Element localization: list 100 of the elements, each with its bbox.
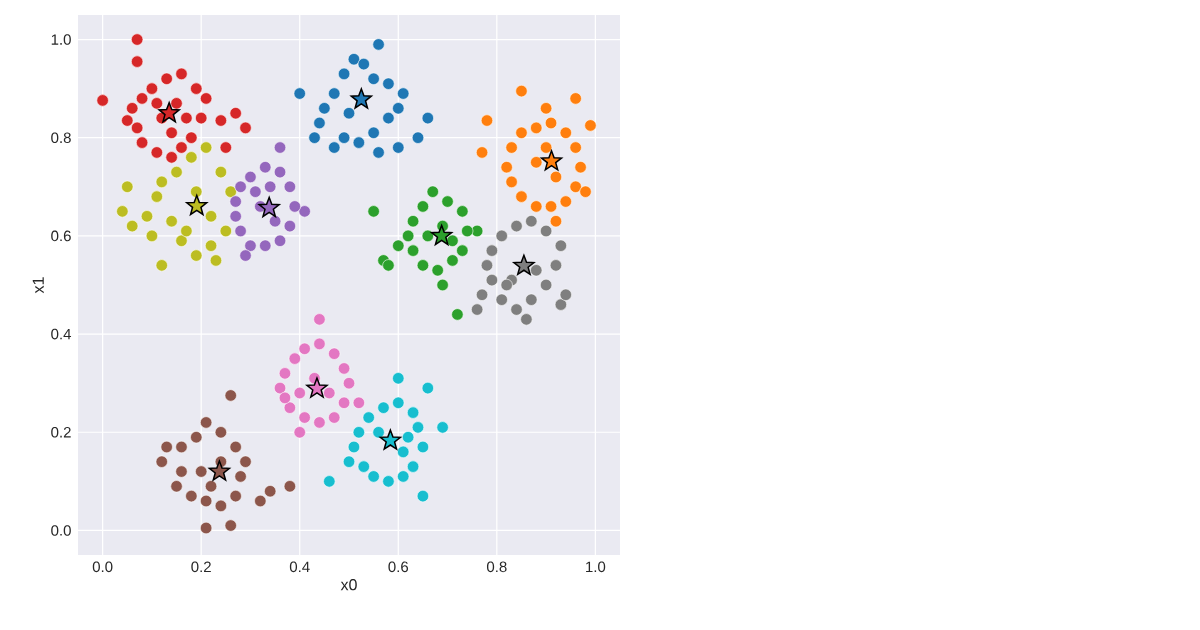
point	[382, 111, 395, 125]
point	[554, 298, 567, 311]
point	[392, 102, 405, 115]
point	[569, 141, 582, 154]
point	[239, 455, 252, 468]
point	[313, 116, 326, 130]
point	[131, 33, 144, 46]
point	[421, 111, 434, 125]
point	[525, 215, 538, 228]
point	[131, 55, 144, 68]
point	[126, 219, 139, 233]
point	[530, 121, 543, 135]
point	[264, 485, 277, 498]
point	[515, 84, 528, 98]
x-tick-label: 0.8	[486, 561, 507, 573]
point	[397, 470, 410, 483]
point	[293, 87, 306, 100]
y-tick-label: 0.6	[51, 230, 71, 242]
point	[530, 156, 543, 169]
point	[377, 401, 390, 414]
point	[175, 234, 188, 247]
point	[214, 114, 227, 127]
point	[180, 111, 193, 125]
point	[416, 440, 430, 454]
point	[160, 72, 173, 85]
point	[584, 119, 597, 132]
point	[288, 352, 301, 365]
point	[549, 215, 563, 228]
point	[461, 224, 474, 238]
point	[416, 489, 430, 503]
point	[357, 460, 370, 473]
point	[559, 195, 572, 208]
point	[298, 205, 311, 218]
x-axis-title: x0	[340, 579, 357, 591]
point	[352, 426, 365, 439]
point	[539, 278, 553, 292]
point	[283, 401, 296, 414]
point	[214, 426, 227, 439]
x-tick-label: 1.0	[586, 561, 606, 573]
point	[426, 185, 439, 198]
point	[214, 165, 227, 179]
point	[416, 200, 430, 213]
point	[273, 234, 287, 247]
point	[190, 249, 203, 262]
point	[500, 278, 513, 292]
point	[337, 67, 351, 81]
point	[150, 190, 163, 203]
point	[195, 465, 208, 478]
point	[150, 97, 163, 110]
point	[382, 259, 395, 272]
point	[185, 489, 198, 503]
point	[436, 421, 449, 434]
point	[559, 288, 572, 301]
point	[190, 82, 203, 95]
point	[559, 126, 572, 139]
point	[229, 107, 242, 120]
point	[421, 229, 434, 243]
point	[259, 239, 272, 252]
point	[411, 421, 425, 434]
point	[185, 151, 198, 164]
point	[372, 146, 385, 159]
point	[170, 97, 183, 110]
point	[392, 372, 405, 385]
point	[259, 161, 272, 174]
point	[283, 480, 296, 493]
point	[126, 102, 139, 115]
point	[313, 337, 326, 351]
point	[170, 165, 183, 179]
point	[273, 381, 287, 395]
point	[244, 170, 257, 184]
point	[352, 136, 365, 149]
point	[525, 293, 538, 306]
point	[283, 219, 296, 233]
point	[165, 215, 178, 228]
point	[200, 141, 213, 154]
point	[204, 210, 218, 223]
point	[402, 229, 415, 243]
point	[554, 239, 567, 252]
point	[392, 396, 405, 409]
point	[382, 475, 395, 488]
x-tick-label: 0.6	[388, 561, 409, 573]
point	[337, 362, 351, 375]
point	[224, 389, 237, 402]
point	[155, 175, 168, 189]
point	[505, 175, 518, 189]
point	[273, 165, 287, 179]
point	[397, 445, 410, 459]
point	[406, 244, 420, 257]
y-tick-label: 0.4	[51, 328, 72, 340]
point	[175, 141, 188, 154]
point	[200, 92, 213, 105]
point	[480, 259, 494, 272]
point	[337, 131, 351, 144]
point	[150, 146, 163, 159]
x-tick-label: 0.0	[92, 561, 113, 573]
point	[140, 210, 154, 223]
point	[269, 215, 282, 228]
point	[451, 308, 464, 321]
point	[200, 416, 213, 429]
point	[278, 391, 292, 405]
